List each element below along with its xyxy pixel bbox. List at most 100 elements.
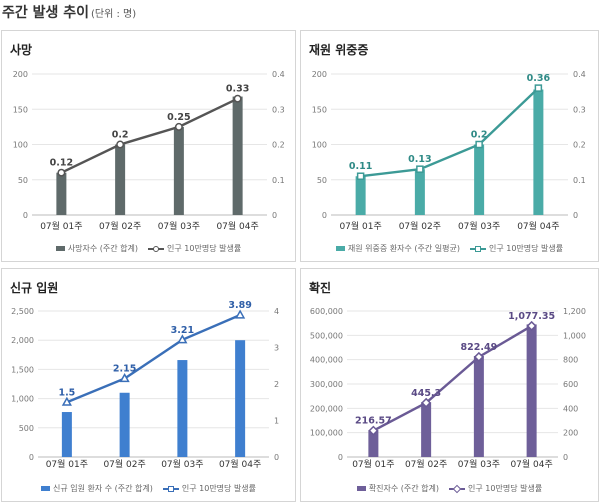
data-label: 0.2 [471,130,488,141]
bar [177,360,188,457]
y-right-tick-label: 3 [274,344,279,353]
chart-panel-admissions: 신규 입원 0 500 1,000 1,500 2,000 2,500 0 1 2 3 4 07월 0… [1,268,296,502]
y-right-tick-label: 0 [274,453,279,462]
y-right-tick-label: 0.4 [573,70,586,79]
y-left-tick-label: 600,000 [310,307,343,316]
line-point [119,372,130,383]
data-label: 3.89 [228,300,251,311]
line-point [177,334,188,344]
legend-swatch [356,486,366,491]
legend-swatch [469,245,486,253]
y-left-tick-label: 300,000 [310,380,343,389]
legend-label: 재원 위중증 환자수 (주간 일평균) [347,244,460,253]
bar [526,324,537,457]
data-label: 216.57 [355,416,392,427]
chart-panel-critical: 재원 위중증 0 50 100 150 200 0 0.1 0.2 0.3 0.4 07월 01주 0… [300,30,599,262]
legend-swatch [162,485,179,493]
x-tick-label: 07월 03주 [161,458,203,470]
line-point [416,165,424,173]
chart-svg: 0 500 1,000 1,500 2,000 2,500 0 1 2 3 4 07월 01주 07월 … [11,300,279,470]
y-left-tick-label: 150 [312,105,327,114]
line-point [421,397,432,408]
bar [474,144,485,215]
y-right-tick-label: 0.1 [272,176,285,185]
x-tick-label: 07월 02주 [405,458,447,470]
data-label: 445.3 [411,388,441,399]
chart-svg: 0 50 100 150 200 0 0.1 0.2 0.3 0.4 07월 01주 07월 02주 0… [312,70,586,232]
y-left-tick-label: 50 [317,176,327,185]
legend-swatch [335,246,345,251]
legend-label: 확진자수 (주간 합계) [368,484,440,493]
data-label: 3.21 [171,325,194,336]
y-left-tick-label: 100 [312,141,327,150]
x-tick-label: 07월 01주 [40,220,82,232]
chart-svg: 0 100,000 200,000 300,000 400,000 500,000 600,… [310,307,586,470]
y-right-tick-label: 0.2 [272,141,285,150]
legend-item-bar: 재원 위중증 환자수 (주간 일평균) [335,243,460,254]
line-point [233,94,242,103]
data-label: 0.12 [50,158,73,169]
data-label: 0.11 [349,161,372,172]
page-header: 주간 발생 추이 (단위 : 명) [0,0,600,26]
chart-legend: 확진자수 (주간 합계) 인구 10만명당 발생률 [301,483,598,494]
y-right-tick-label: 0.3 [573,105,586,114]
chart-title: 재원 위중증 [309,43,369,57]
series-line [372,324,533,432]
bar [368,430,379,457]
x-tick-label: 07월 04주 [219,458,261,470]
bar [232,96,243,215]
line-point [475,140,483,149]
y-left-tick-label: 500 [19,424,34,433]
y-right-tick-label: 800 [563,356,578,365]
y-right-tick-label: 0 [573,211,578,220]
y-left-tick-label: 0 [322,211,327,220]
y-left-tick-label: 1,500 [11,365,34,374]
chart-panel-deaths: 사망 0 50 100 150 200 0 0.1 0.2 0.3 0.4 07월 01주 07월 0… [1,30,296,262]
line-point [116,140,125,149]
x-tick-label: 07월 03주 [458,220,500,232]
y-left-tick-label: 200 [312,70,327,79]
x-tick-label: 07월 02주 [103,458,145,470]
y-right-tick-label: 200 [563,429,578,438]
y-right-tick-label: 2 [274,380,279,389]
series-line [66,313,241,404]
bar [235,340,246,457]
y-left-tick-label: 200,000 [310,404,343,413]
legend-label: 사망자수 (주간 합계) [67,244,139,253]
y-left-tick-label: 100 [13,141,28,150]
bar [421,402,432,457]
chart-legend: 사망자수 (주간 합계) 인구 10만명당 발생률 [2,243,295,254]
series-line [60,97,239,174]
y-left-tick-label: 0 [29,453,34,462]
x-tick-label: 07월 02주 [99,220,141,232]
x-tick-label: 07월 03주 [158,220,200,232]
data-label: 0.36 [527,73,551,84]
legend-label: 인구 10만명당 발생률 [181,484,257,493]
data-label: 822.49 [461,342,498,353]
data-label: 1.5 [58,387,75,398]
line-point [61,396,72,406]
bar [355,176,366,215]
y-left-tick-label: 2,000 [11,336,34,345]
data-label: 0.33 [226,84,249,95]
y-left-tick-label: 0 [23,211,28,220]
y-left-tick-label: 2,500 [11,307,34,316]
y-right-tick-label: 4 [274,307,279,316]
bar [414,169,425,215]
y-left-tick-label: 150 [13,105,28,114]
bar [61,412,72,457]
line-point [473,351,484,362]
legend-item-line: 인구 10만명당 발생률 [162,483,257,494]
y-right-tick-label: 0.1 [573,176,586,185]
bar [115,144,126,215]
y-right-tick-label: 0.3 [272,105,285,114]
chart-title: 사망 [10,43,33,57]
bar [56,172,67,215]
page-title: 주간 발생 추이 (단위 : 명) [2,5,137,21]
line-point [534,84,543,92]
chart-legend: 재원 위중증 환자수 (주간 일평균) 인구 10만명당 발생률 [301,243,598,254]
y-left-tick-label: 500,000 [310,331,343,340]
x-tick-label: 07월 04주 [216,220,258,232]
y-left-tick-label: 0 [338,453,343,462]
legend-item-line: 인구 10만명당 발생률 [469,243,563,254]
